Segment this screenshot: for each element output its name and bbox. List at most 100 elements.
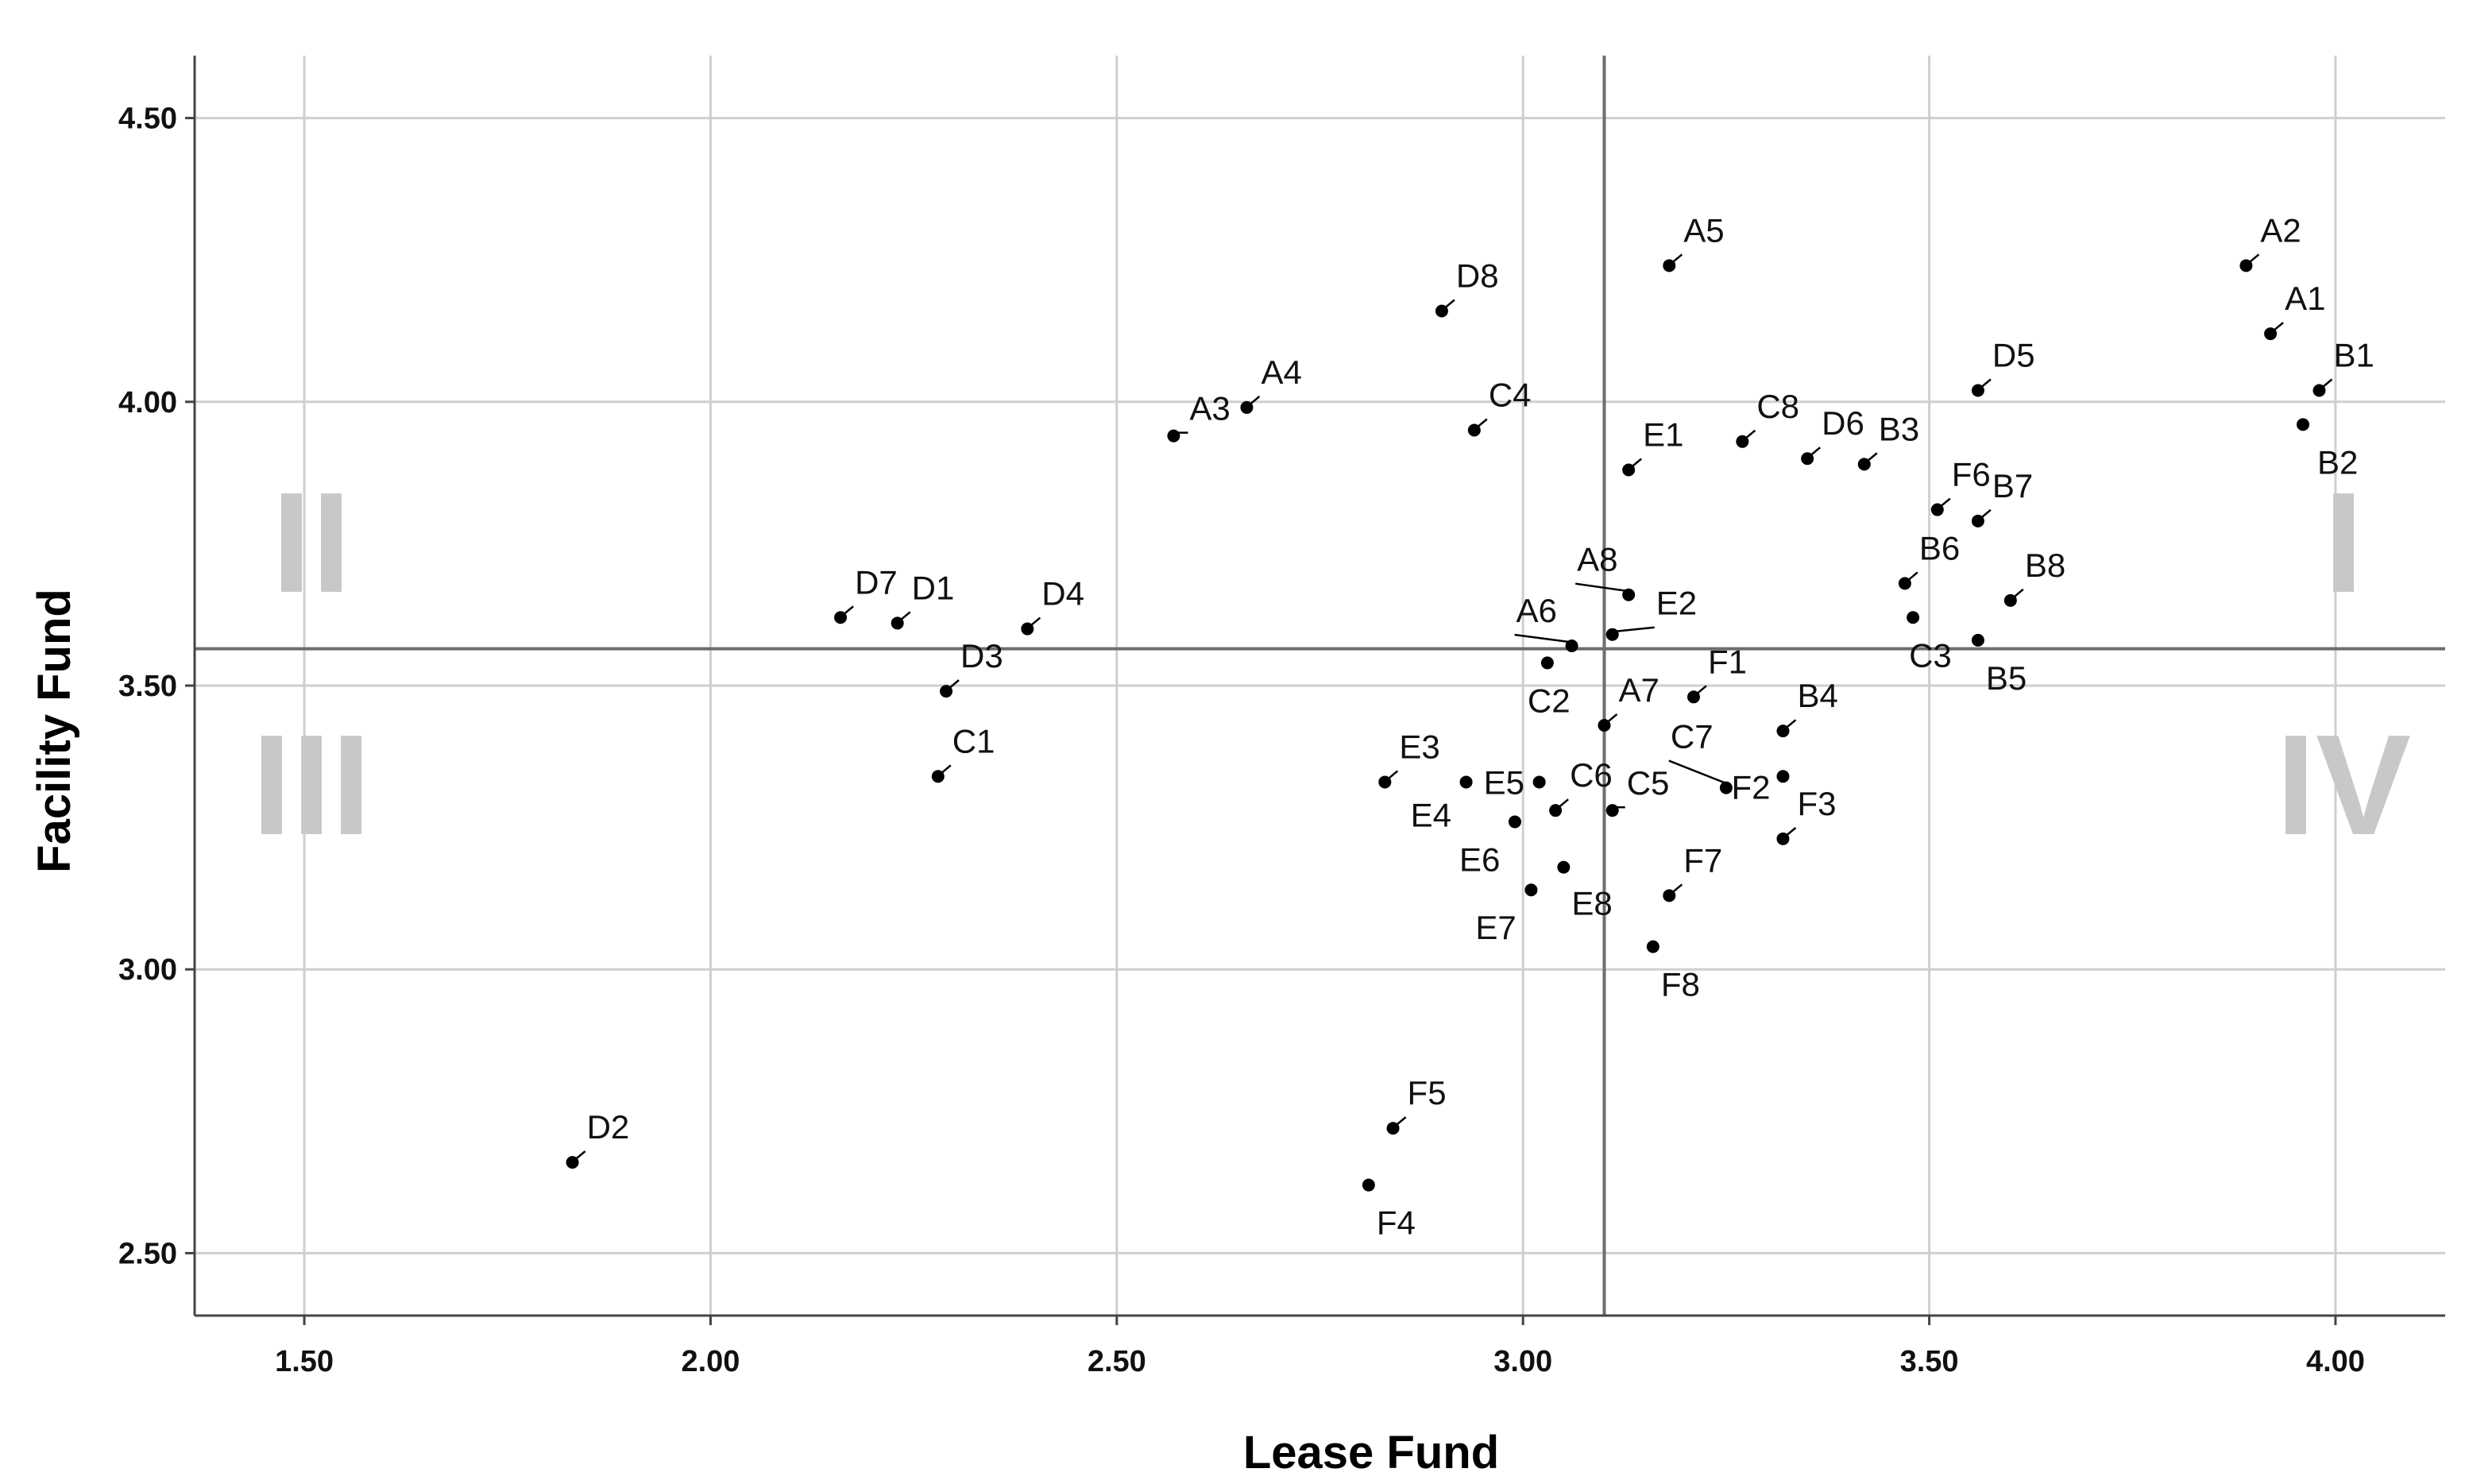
data-point-c5: C5 bbox=[1605, 764, 1669, 817]
point-marker bbox=[1598, 719, 1611, 732]
data-point-f7: F7 bbox=[1663, 841, 1722, 902]
data-point-b4: B4 bbox=[1776, 677, 1838, 738]
data-point-c7: C7 bbox=[1668, 718, 1733, 794]
point-label: A6 bbox=[1517, 592, 1557, 629]
data-point-e6: E6 bbox=[1459, 815, 1521, 878]
point-label: F5 bbox=[1408, 1074, 1447, 1111]
data-point-a4: A4 bbox=[1240, 354, 1302, 414]
point-label: D8 bbox=[1456, 257, 1499, 294]
point-label: F8 bbox=[1661, 966, 1700, 1003]
data-point-f2: F2 bbox=[1731, 768, 1790, 806]
leader-line bbox=[949, 679, 960, 690]
point-marker bbox=[2264, 327, 2278, 341]
point-label: C8 bbox=[1756, 388, 1799, 425]
point-label: E4 bbox=[1411, 796, 1451, 833]
leader-line bbox=[843, 605, 854, 616]
point-label: E3 bbox=[1399, 728, 1439, 765]
point-label: F1 bbox=[1708, 643, 1747, 680]
point-label: D4 bbox=[1041, 575, 1084, 613]
point-marker bbox=[1971, 384, 1984, 397]
x-tick-labels: 1.50 2.00 2.50 3.00 3.50 4.00 bbox=[275, 1316, 2365, 1378]
data-point-d8: D8 bbox=[1435, 257, 1499, 318]
leader-line bbox=[899, 611, 911, 621]
leader-line bbox=[2248, 253, 2260, 264]
point-marker bbox=[1736, 435, 1749, 448]
point-label: C2 bbox=[1528, 682, 1571, 719]
quadrant-label-iv: IV bbox=[2276, 705, 2411, 865]
point-label: E2 bbox=[1656, 585, 1697, 622]
point-marker bbox=[1907, 611, 1920, 624]
point-marker bbox=[834, 611, 848, 624]
point-marker bbox=[1362, 1178, 1375, 1192]
point-marker bbox=[1971, 514, 1984, 528]
data-point-e5: E5 bbox=[1484, 763, 1546, 801]
point-marker bbox=[2239, 259, 2253, 272]
point-marker bbox=[1646, 940, 1660, 953]
leader-line bbox=[1671, 883, 1683, 894]
point-label: B6 bbox=[1919, 529, 1960, 566]
leader-line bbox=[1514, 633, 1575, 644]
point-label: B3 bbox=[1879, 410, 1919, 447]
point-marker bbox=[1776, 832, 1790, 845]
point-label: F6 bbox=[1952, 456, 1991, 493]
quadrant-label-i: I bbox=[2324, 463, 2363, 623]
point-marker bbox=[1605, 628, 1619, 641]
data-point-d2: D2 bbox=[566, 1108, 630, 1169]
data-point-f4: F4 bbox=[1362, 1178, 1416, 1242]
leader-line bbox=[1785, 719, 1797, 729]
point-marker bbox=[940, 685, 953, 698]
point-marker bbox=[1857, 458, 1871, 471]
data-point-a6: A6 bbox=[1514, 592, 1578, 652]
point-label: D2 bbox=[587, 1108, 630, 1146]
point-label: A7 bbox=[1618, 671, 1659, 709]
x-tick-label: 3.50 bbox=[1900, 1345, 1959, 1378]
leader-line bbox=[941, 764, 952, 775]
data-point-b6: B6 bbox=[1898, 529, 1960, 590]
data-point-c4: C4 bbox=[1467, 377, 1532, 437]
leader-line bbox=[1558, 798, 1569, 809]
point-label: E1 bbox=[1643, 416, 1683, 454]
point-label: A1 bbox=[2285, 280, 2325, 317]
x-tick-label: 2.00 bbox=[681, 1345, 740, 1378]
leader-line bbox=[574, 1150, 586, 1161]
point-label: B5 bbox=[1986, 659, 2027, 697]
point-marker bbox=[1557, 860, 1571, 874]
point-marker bbox=[1021, 622, 1034, 636]
point-marker bbox=[1386, 1122, 1400, 1135]
point-marker bbox=[1605, 804, 1619, 817]
data-point-b8: B8 bbox=[2003, 547, 2065, 607]
data-point-a3: A3 bbox=[1167, 390, 1231, 442]
data-point-c6: C6 bbox=[1549, 756, 1613, 817]
point-marker bbox=[1167, 429, 1180, 442]
point-label: B2 bbox=[2317, 443, 2358, 481]
leader-line bbox=[1785, 826, 1797, 837]
data-point-c1: C1 bbox=[931, 722, 995, 783]
point-marker bbox=[1549, 804, 1563, 817]
leader-line bbox=[2273, 322, 2284, 332]
point-marker bbox=[1532, 775, 1546, 789]
x-tick-label: 1.50 bbox=[275, 1345, 334, 1378]
point-marker bbox=[1687, 690, 1700, 704]
data-point-d3: D3 bbox=[940, 637, 1003, 698]
leader-line bbox=[1980, 508, 1992, 519]
point-label: A8 bbox=[1577, 541, 1617, 578]
point-marker bbox=[1663, 889, 1676, 902]
x-tick-label: 4.00 bbox=[2306, 1345, 2365, 1378]
x-tick-label: 3.00 bbox=[1493, 1345, 1552, 1378]
leader-line bbox=[2321, 378, 2333, 388]
point-label: E5 bbox=[1484, 763, 1524, 801]
point-label: C7 bbox=[1671, 718, 1714, 756]
leader-line bbox=[1575, 582, 1632, 593]
point-label: F7 bbox=[1683, 841, 1722, 879]
data-point-f1: F1 bbox=[1687, 643, 1747, 704]
point-marker bbox=[1622, 463, 1636, 477]
point-label: F3 bbox=[1797, 785, 1836, 822]
point-marker bbox=[1565, 639, 1578, 652]
point-marker bbox=[1524, 883, 1538, 897]
point-marker bbox=[1540, 656, 1554, 670]
point-marker bbox=[1459, 775, 1473, 789]
point-marker bbox=[1467, 423, 1481, 437]
data-point-e4: E4 bbox=[1411, 775, 1473, 833]
